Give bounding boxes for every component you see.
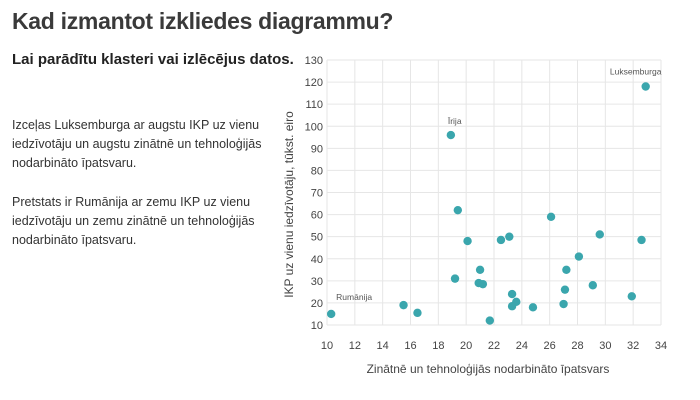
point-annotation: Īrija <box>448 116 462 126</box>
data-point <box>507 289 517 299</box>
data-point <box>546 212 556 221</box>
x-tick-label: 12 <box>349 340 361 352</box>
x-tick-label: 10 <box>321 340 333 352</box>
data-point <box>496 235 506 245</box>
y-tick-label: 20 <box>311 298 323 310</box>
point-annotation: Rumānija <box>336 292 372 302</box>
x-tick-label: 34 <box>655 340 667 352</box>
data-point <box>588 281 598 290</box>
y-tick-label: 70 <box>311 188 323 200</box>
data-point <box>512 297 521 307</box>
data-point <box>399 300 408 310</box>
y-tick-label: 80 <box>311 165 323 177</box>
data-point <box>562 265 571 274</box>
data-point <box>641 82 650 91</box>
y-tick-label: 90 <box>311 143 323 155</box>
data-point <box>528 303 538 312</box>
x-tick-label: 14 <box>377 340 389 352</box>
description-paragraph-romania: Pretstats ir Rumānija ar zemu IKP uz vie… <box>12 195 255 247</box>
y-tick-label: 60 <box>311 210 323 222</box>
data-point <box>413 308 422 318</box>
data-point <box>627 292 636 301</box>
x-tick-label: 22 <box>488 340 500 352</box>
data-point <box>485 316 495 325</box>
y-tick-label: 10 <box>311 320 323 332</box>
data-point <box>478 279 488 289</box>
data-point <box>463 236 472 246</box>
data-point <box>475 265 485 274</box>
x-tick-label: 28 <box>571 340 583 352</box>
page-subtitle: Lai parādītu klasteri vai izlēcējus dato… <box>12 51 294 68</box>
data-point <box>453 205 463 215</box>
data-point <box>574 252 584 261</box>
y-tick-label: 100 <box>305 121 323 133</box>
x-tick-label: 32 <box>627 340 639 352</box>
x-tick-label: 26 <box>544 340 556 352</box>
y-axis-label: IKP uz vienu iedzīvotāju, tūkst. eiro <box>282 111 296 298</box>
y-tick-label: 50 <box>311 232 323 244</box>
data-point <box>446 130 456 140</box>
x-tick-label: 30 <box>599 340 611 352</box>
y-tick-label: 110 <box>305 99 323 111</box>
y-tick-label: 30 <box>311 276 323 288</box>
x-tick-label: 24 <box>516 340 528 352</box>
data-point <box>560 285 570 294</box>
data-point <box>450 274 460 283</box>
x-tick-label: 16 <box>404 340 416 352</box>
data-point <box>326 309 336 319</box>
data-point <box>559 299 568 309</box>
data-point <box>595 230 604 239</box>
x-tick-label: 20 <box>460 340 472 352</box>
y-tick-label: 120 <box>305 77 323 89</box>
point-annotation: Luksemburga <box>610 67 662 77</box>
description-paragraph-luxembourg: Izceļas Luksemburga ar augstu IKP uz vie… <box>12 118 262 170</box>
data-point <box>637 235 646 245</box>
x-tick-label: 18 <box>432 340 444 352</box>
y-tick-label: 40 <box>311 254 323 266</box>
y-tick-label: 130 <box>305 55 323 67</box>
page-title: Kad izmantot izkliedes diagrammu? <box>12 8 394 34</box>
x-axis-label: Zinātnē un tehnoloģijās nodarbināto īpat… <box>367 362 610 376</box>
data-point <box>505 232 514 241</box>
